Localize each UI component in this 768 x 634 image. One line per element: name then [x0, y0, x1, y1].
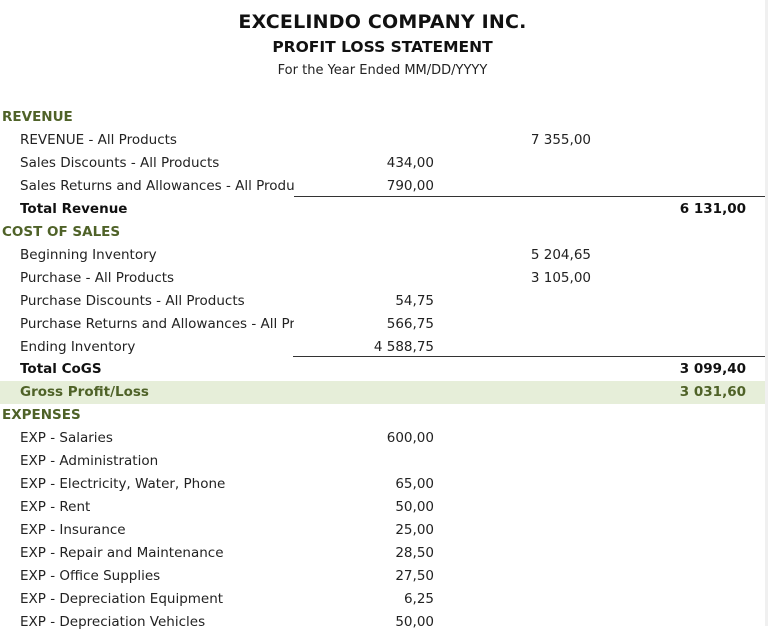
row-label: EXP - Rent	[20, 499, 91, 515]
row-label: EXP - Electricity, Water, Phone	[20, 476, 226, 492]
row-value-col1: 27,50	[395, 568, 434, 584]
row-label: EXP - Depreciation Equipment	[20, 591, 224, 607]
row-value-col1: 790,00	[386, 178, 434, 194]
row-label: Purchase Returns and Allowances - All Pr…	[20, 316, 294, 332]
row-value-col1: 434,00	[386, 155, 434, 171]
table-row[interactable]: Sales Discounts - All Products 434,00	[0, 152, 765, 175]
subtotal-rule	[294, 196, 765, 197]
table-row[interactable]: EXP - Repair and Maintenance 28,50	[0, 542, 765, 565]
row-label: Ending Inventory	[20, 339, 136, 355]
row-label: Beginning Inventory	[20, 247, 157, 263]
row-value-col2: 3 105,00	[530, 270, 591, 286]
row-label: EXP - Office Supplies	[20, 568, 161, 584]
total-cogs-row[interactable]: Total CoGS 3 099,40	[0, 358, 765, 381]
gross-profit-row[interactable]: Gross Profit/Loss 3 031,60	[0, 381, 765, 404]
table-row[interactable]: EXP - Salaries 600,00	[0, 427, 765, 450]
row-value-col3: 3 031,60	[679, 384, 746, 400]
row-value-col1: 600,00	[386, 430, 434, 446]
table-row[interactable]: Purchase Discounts - All Products 54,75	[0, 290, 765, 313]
row-label: EXP - Insurance	[20, 522, 126, 538]
row-value-col1: 54,75	[395, 293, 434, 309]
row-value-col2: 5 204,65	[530, 247, 591, 263]
table-row[interactable]: Purchase Returns and Allowances - All Pr…	[0, 313, 765, 336]
table-row[interactable]: Beginning Inventory 5 204,65	[0, 244, 765, 267]
table-row[interactable]: Ending Inventory 4 588,75	[0, 336, 765, 359]
section-header-revenue: REVENUE	[0, 106, 765, 129]
row-label: Purchase Discounts - All Products	[20, 293, 245, 309]
row-label: EXP - Administration	[20, 453, 159, 469]
table-row[interactable]: EXP - Administration	[0, 450, 765, 473]
row-value-col1: 566,75	[386, 316, 434, 332]
row-value-col3: 3 099,40	[679, 361, 746, 377]
section-header-expenses: EXPENSES	[0, 404, 765, 427]
row-value-col1: 25,00	[395, 522, 434, 538]
row-label: EXP - Depreciation Vehicles	[20, 614, 206, 630]
table-row[interactable]: EXP - Office Supplies 27,50	[0, 565, 765, 588]
row-label: Sales Discounts - All Products	[20, 155, 220, 171]
table-row[interactable]: EXP - Insurance 25,00	[0, 519, 765, 542]
row-value-col2: 7 355,00	[530, 132, 591, 148]
subtotal-rule	[293, 356, 765, 357]
table-row[interactable]: REVENUE - All Products 7 355,00	[0, 129, 765, 152]
row-value-col1: 4 588,75	[373, 339, 434, 355]
row-label: Total Revenue	[20, 201, 128, 217]
section-header-label: COST OF SALES	[2, 224, 121, 240]
row-label: Sales Returns and Allowances - All Produ…	[20, 178, 294, 194]
row-value-col1: 28,50	[395, 545, 434, 561]
total-revenue-row[interactable]: Total Revenue 6 131,00	[0, 198, 765, 221]
section-header-cost-of-sales: COST OF SALES	[0, 221, 765, 244]
row-value-col3: 6 131,00	[679, 201, 746, 217]
row-value-col1: 65,00	[395, 476, 434, 492]
row-value-col1: 6,25	[403, 591, 434, 607]
row-label: EXP - Salaries	[20, 430, 113, 446]
table-row[interactable]: EXP - Electricity, Water, Phone 65,00	[0, 473, 765, 496]
statement-title: PROFIT LOSS STATEMENT	[272, 38, 493, 56]
table-row[interactable]: Sales Returns and Allowances - All Produ…	[0, 175, 765, 198]
table-row[interactable]: Purchase - All Products 3 105,00	[0, 267, 765, 290]
row-label: REVENUE - All Products	[20, 132, 177, 148]
row-value-col1: 50,00	[395, 499, 434, 515]
row-label: EXP - Repair and Maintenance	[20, 545, 224, 561]
row-value-col1: 50,00	[395, 614, 434, 630]
row-label: Total CoGS	[20, 361, 102, 377]
company-name: EXCELINDO COMPANY INC.	[238, 11, 527, 33]
section-header-label: EXPENSES	[2, 407, 81, 423]
table-row[interactable]: EXP - Depreciation Equipment 6,25	[0, 588, 765, 611]
row-label: Gross Profit/Loss	[20, 384, 149, 400]
section-header-label: REVENUE	[2, 109, 73, 125]
statement-period: For the Year Ended MM/DD/YYYY	[277, 63, 488, 78]
scrollbar-track[interactable]	[765, 0, 768, 626]
table-row[interactable]: EXP - Rent 50,00	[0, 496, 765, 519]
table-row[interactable]: EXP - Depreciation Vehicles 50,00	[0, 611, 765, 634]
row-label: Purchase - All Products	[20, 270, 175, 286]
